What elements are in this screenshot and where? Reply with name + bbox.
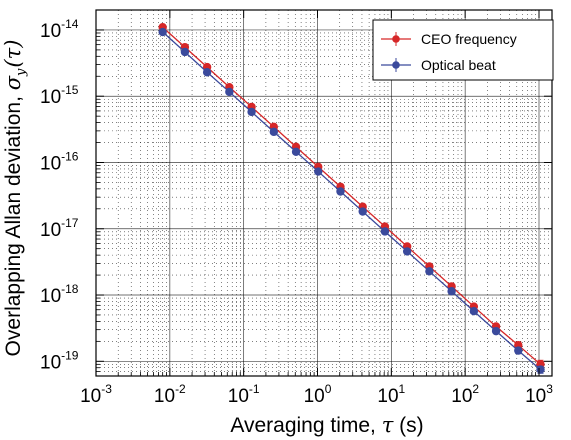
series-optical-beat	[158, 27, 545, 374]
data-point	[536, 365, 545, 374]
x-tick-label-base: 10	[154, 386, 175, 407]
x-tick-label-exponent: 1	[399, 382, 406, 396]
legend: CEO frequency Optical beat	[372, 19, 554, 81]
y-axis-label-subscript: y	[14, 68, 29, 77]
data-point	[336, 187, 345, 196]
data-point	[202, 68, 212, 77]
data-point	[269, 127, 279, 137]
ticks	[95, 9, 552, 377]
data-point	[380, 227, 390, 236]
x-tick-label-base: 10	[228, 386, 249, 407]
data-point	[358, 207, 367, 216]
y-axis-label-argument: (τ)	[1, 40, 25, 68]
x-tick-label-exponent: 2	[472, 382, 479, 396]
legend-label: Optical beat	[421, 57, 496, 73]
y-tick-label-base: 10	[40, 87, 61, 108]
series-layer	[158, 23, 545, 374]
x-axis-label-symbol: τ	[382, 413, 394, 437]
y-tick-label: 10-18	[40, 282, 79, 307]
data-point	[402, 247, 412, 256]
legend-entry: CEO frequency	[381, 31, 517, 47]
data-point	[180, 47, 190, 57]
y-axis-label: Overlapping Allan deviation, σy(τ)	[1, 40, 29, 357]
y-tick-label-exponent: -19	[61, 348, 79, 362]
y-tick-label-exponent: -14	[61, 17, 79, 31]
y-tick-label: 10-19	[40, 348, 79, 373]
x-tick-label-exponent: -1	[249, 382, 260, 396]
x-tick-labels: 10-3 10-2 10-1 100 101 102 103	[80, 382, 553, 407]
y-tick-label-exponent: -17	[61, 216, 79, 230]
x-axis-label: Averaging time, τ (s)	[230, 413, 423, 437]
y-axis-label-prefix: Overlapping Allan deviation,	[2, 90, 25, 356]
y-tick-label: 10-16	[40, 149, 79, 174]
x-axis-label-prefix: Averaging time,	[230, 414, 381, 437]
data-point	[247, 107, 256, 117]
x-tick-label: 10-1	[228, 382, 260, 407]
data-point	[291, 147, 301, 156]
y-axis-label-symbol: σ	[1, 75, 25, 90]
y-tick-label-exponent: -15	[61, 83, 79, 97]
y-tick-label-exponent: -16	[61, 149, 79, 163]
x-tick-label: 103	[525, 382, 553, 407]
series-line	[162, 31, 541, 371]
data-point	[225, 87, 234, 97]
x-tick-label: 101	[377, 382, 405, 407]
data-point	[425, 267, 434, 276]
x-axis-label-suffix: (s)	[393, 414, 423, 437]
plot-frame	[95, 9, 553, 377]
y-tick-label: 10-15	[40, 83, 79, 108]
data-point	[469, 307, 479, 316]
y-tick-label-base: 10	[40, 352, 61, 373]
x-tick-label-exponent: -3	[101, 382, 112, 396]
y-tick-label-base: 10	[40, 21, 61, 42]
data-point	[158, 27, 167, 37]
data-point	[447, 287, 456, 296]
y-tick-label-base: 10	[40, 220, 61, 241]
x-tick-label: 100	[304, 382, 332, 407]
x-tick-label-base: 10	[304, 386, 325, 407]
legend-marker	[392, 35, 400, 43]
x-tick-label-base: 10	[451, 386, 472, 407]
data-point	[491, 326, 501, 336]
y-tick-label: 10-17	[40, 216, 79, 241]
x-tick-label-base: 10	[525, 386, 546, 407]
data-point	[314, 167, 323, 176]
data-point	[514, 346, 523, 355]
y-tick-label-exponent: -18	[61, 282, 79, 296]
x-tick-label: 102	[451, 382, 479, 407]
x-tick-label-base: 10	[377, 386, 398, 407]
x-tick-label-exponent: 0	[325, 382, 332, 396]
legend-label: CEO frequency	[421, 31, 517, 47]
legend-marker	[392, 61, 400, 69]
y-tick-label: 10-14	[40, 17, 79, 42]
legend-entry: Optical beat	[381, 57, 496, 73]
legend-box	[372, 19, 554, 81]
x-tick-label: 10-3	[80, 382, 112, 407]
y-tick-label-base: 10	[40, 286, 61, 307]
x-tick-label: 10-2	[154, 382, 186, 407]
x-tick-label-base: 10	[80, 386, 101, 407]
x-tick-label-exponent: 3	[546, 382, 553, 396]
x-tick-label-exponent: -2	[175, 382, 186, 396]
y-tick-label-base: 10	[40, 153, 61, 174]
